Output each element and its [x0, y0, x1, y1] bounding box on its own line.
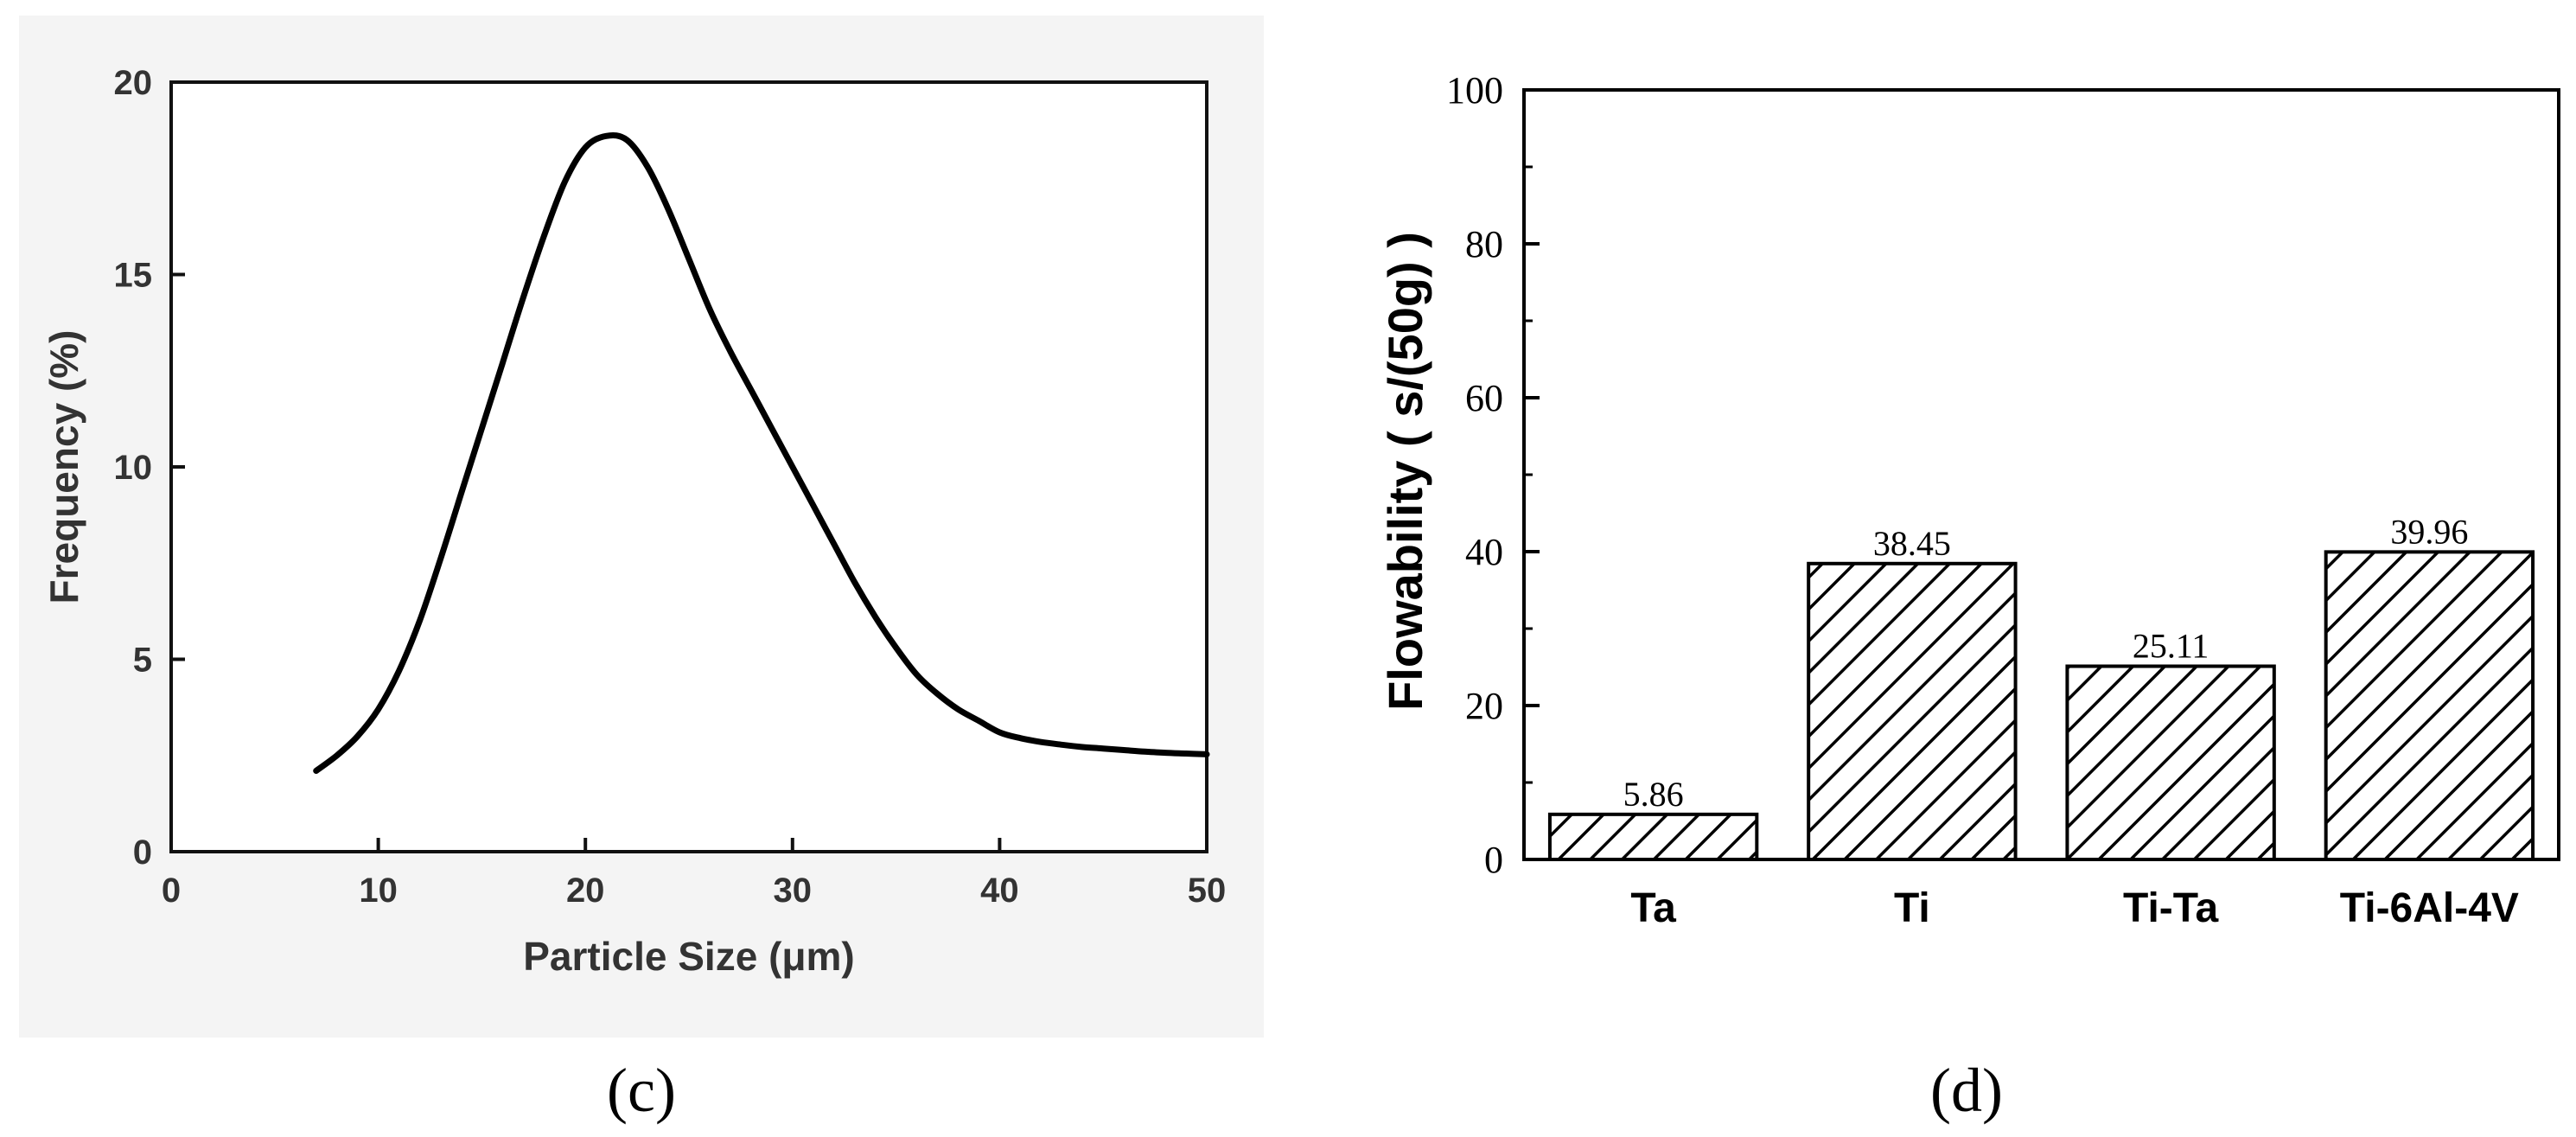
panel-c-x-tick-label: 40	[980, 872, 1019, 910]
bar-value-label: 25.11	[2133, 627, 2209, 666]
bar-ti-6al-4v	[2324, 550, 2535, 862]
bar-value-label: 38.45	[1873, 524, 1951, 563]
panel-d-y-axis-label: Flowability ( s/(50g) )	[1378, 232, 1432, 711]
panel-d-y-tick-label: 0	[1484, 839, 1503, 881]
panel-d-ticks: 5.86 Ta 38.45 Ti 25.11 Ti-Ta 39.96 Ti-6Al-4V 0 20…	[1446, 69, 2519, 931]
panel-c-label: (c)	[607, 1056, 676, 1125]
panel-c-x-tick-label: 50	[1188, 872, 1227, 910]
panel-d-y-tick-label: 60	[1465, 377, 1503, 419]
panel-d-y-tick-label: 40	[1465, 531, 1503, 573]
panel-d-category-label: Ti-Ta	[2123, 885, 2219, 931]
panel-d-category-label: Ti-6Al-4V	[2340, 885, 2519, 931]
panel-c-y-tick-label: 0	[133, 834, 152, 872]
bar-value-label: 39.96	[2390, 512, 2468, 551]
panel-c-y-tick-label: 20	[114, 64, 153, 102]
panel-c-ticks: 0 10 20 30 40 50 0 5 10 15 20	[114, 64, 1227, 910]
panel-d-bars	[1547, 550, 2535, 862]
panel-d-y-tick-label: 20	[1465, 685, 1503, 727]
frequency-curve	[313, 131, 1210, 774]
panel-c-x-axis-label: Particle Size (μm)	[523, 934, 855, 979]
panel-c-y-tick-label: 15	[114, 257, 153, 295]
panel-d-category-label: Ta	[1630, 885, 1676, 931]
panel-c-y-tick-label: 10	[114, 449, 153, 487]
panel-d-y-tick-label: 80	[1465, 223, 1503, 265]
bar-ta	[1547, 812, 1759, 862]
bar-ti-ta	[2065, 664, 2276, 861]
panel-c-x-tick-label: 0	[162, 872, 181, 910]
panel-c-y-tick-label: 5	[133, 642, 152, 680]
panel-d-category-label: Ti	[1894, 885, 1930, 931]
panel-c-line-chart: 0 10 20 30 40 50 0 5 10 15 20 Particle Size (μm) F…	[19, 16, 1264, 1125]
panel-c-x-tick-label: 20	[566, 872, 605, 910]
bar-ti	[1807, 561, 2018, 861]
panel-c-x-tick-label: 30	[774, 872, 813, 910]
bar-value-label: 5.86	[1623, 775, 1684, 814]
panel-c-x-tick-label: 10	[359, 872, 398, 910]
panel-c-y-axis-label: Frequency (%)	[41, 330, 86, 604]
panel-d-y-tick-label: 100	[1446, 69, 1503, 112]
panel-d-label: (d)	[1930, 1056, 2003, 1125]
panel-c-plot-frame	[169, 80, 1208, 853]
panel-d-bar-chart: 5.86 Ta 38.45 Ti 25.11 Ti-Ta 39.96 Ti-6Al-4V 0 20…	[1378, 69, 2560, 1125]
